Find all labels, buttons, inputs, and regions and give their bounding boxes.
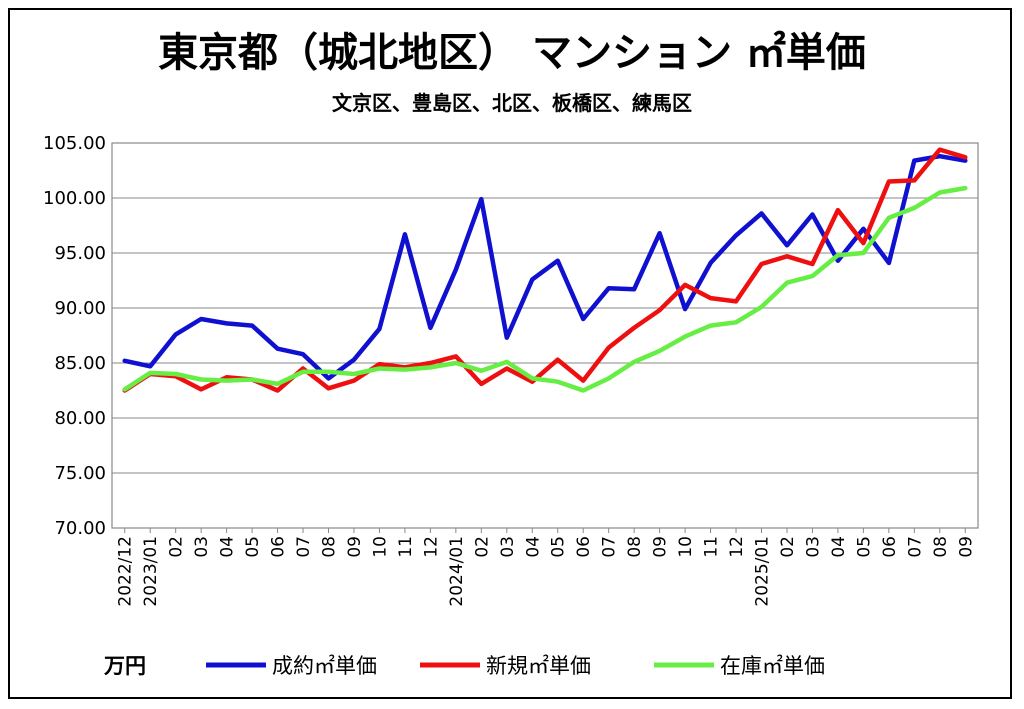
x-tick-label: 2023/01 — [141, 536, 161, 607]
x-tick-label: 2024/01 — [447, 536, 467, 607]
x-tick-label: 03 — [803, 536, 823, 558]
x-tick-label: 2025/01 — [753, 536, 773, 607]
series-line-3 — [122, 185, 968, 393]
x-tick-label: 09 — [956, 536, 976, 558]
x-tick-label: 02 — [472, 536, 492, 558]
x-tick-label: 09 — [345, 536, 365, 558]
x-tick-label: 09 — [651, 536, 671, 558]
y-tick-label: 70.00 — [54, 518, 106, 539]
series-line-1 — [122, 153, 968, 381]
x-tick-label: 06 — [880, 536, 900, 558]
x-tick-label: 07 — [600, 536, 620, 558]
legend-label: 成約㎡単価 — [272, 654, 377, 678]
x-tick-label: 10 — [370, 536, 390, 558]
y-tick-label: 80.00 — [54, 408, 106, 429]
x-tick-label: 02 — [167, 536, 187, 558]
x-tick-label: 04 — [829, 536, 849, 558]
x-tick-label: 11 — [702, 536, 722, 558]
x-tick-label: 03 — [498, 536, 518, 558]
x-tick-label: 04 — [218, 536, 238, 558]
x-tick-label: 11 — [396, 536, 416, 558]
x-tick-label: 03 — [192, 536, 212, 558]
chart-title: 東京都（城北地区） マンション ㎡単価 — [158, 30, 866, 76]
y-axis-ticks: 105.00 100.00 95.00 90.00 85.00 80.00 75.00 70.… — [43, 133, 106, 539]
x-tick-label: 12 — [727, 536, 747, 558]
x-tick-label: 05 — [549, 536, 569, 558]
legend: 万円 成約㎡単価 新規㎡単価 在庫㎡単価 — [103, 654, 825, 678]
x-tick-label: 05 — [854, 536, 874, 558]
x-axis-ticks: 2022/12 2023/01 02 03 04 05 06 07 08 09 10 11 12 2024… — [116, 528, 976, 607]
x-tick-label: 08 — [320, 536, 340, 558]
y-tick-label: 90.00 — [54, 298, 106, 319]
unit-label: 万円 — [103, 654, 146, 678]
y-tick-label: 75.00 — [54, 463, 106, 484]
x-tick-label: 07 — [294, 536, 314, 558]
x-tick-label: 06 — [269, 536, 289, 558]
y-tick-label: 100.00 — [43, 188, 106, 209]
x-tick-label: 06 — [574, 536, 594, 558]
x-tick-label: 05 — [243, 536, 263, 558]
plot-area-border — [111, 142, 979, 529]
x-tick-label: 10 — [676, 536, 696, 558]
legend-label: 新規㎡単価 — [486, 654, 591, 678]
grid-lines — [112, 142, 978, 529]
x-tick-label: 04 — [523, 536, 543, 558]
y-tick-label: 85.00 — [54, 353, 106, 374]
y-tick-label: 95.00 — [54, 243, 106, 264]
x-tick-label: 08 — [625, 536, 645, 558]
series-line-2 — [122, 147, 968, 393]
chart-subtitle: 文京区、豊島区、北区、板橋区、練馬区 — [332, 91, 692, 115]
x-tick-label: 02 — [778, 536, 798, 558]
y-tick-label: 105.00 — [43, 133, 106, 154]
x-tick-label: 12 — [421, 536, 441, 558]
x-tick-label: 08 — [931, 536, 951, 558]
x-tick-label: 07 — [905, 536, 925, 558]
x-tick-label: 2022/12 — [116, 536, 136, 607]
legend-label: 在庫㎡単価 — [720, 654, 825, 678]
series-lines — [122, 147, 968, 393]
chart-frame — [8, 8, 1012, 699]
